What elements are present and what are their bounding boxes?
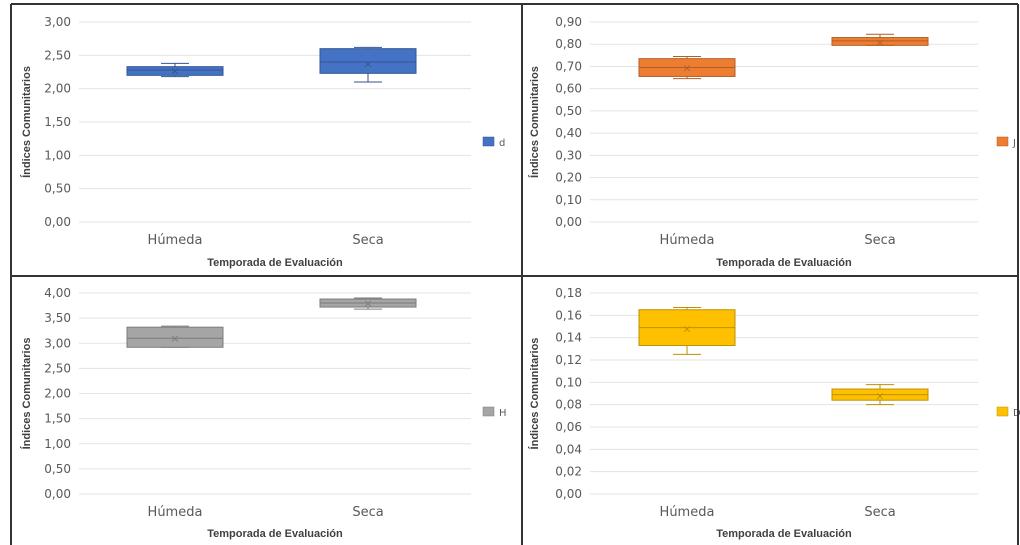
- mean-marker: ×: [170, 332, 179, 345]
- y-tick-label: 0,50: [44, 462, 71, 476]
- x-tick-label: Húmeda: [148, 505, 203, 520]
- chart-H: 0,00 0,50 1,00 1,50 2,00 2,50 3,00 3,50 4,00 × × Hú…: [20, 286, 507, 540]
- y-tick-label: 2,50: [44, 361, 71, 375]
- y-tick-label: 0,02: [555, 465, 582, 479]
- y-tick-label: 0,00: [44, 215, 71, 229]
- y-tick-label: 4,00: [44, 286, 71, 300]
- box-Húmeda: ×: [638, 307, 736, 355]
- box-Seca: ×: [831, 384, 929, 406]
- box-Húmeda: ×: [126, 325, 224, 348]
- y-tick-label: 3,00: [44, 15, 71, 29]
- y-tick-label: 0,04: [555, 442, 582, 456]
- y-tick-label: 1,50: [44, 412, 71, 426]
- chart-D: 0,00 0,02 0,04 0,06 0,08 0,10 0,12 0,14 0,16 0,18…: [528, 286, 1020, 540]
- x-axis-label: Temporada de Evaluación: [716, 257, 852, 269]
- y-tick-label: 0,30: [555, 148, 582, 162]
- mean-marker: ×: [875, 36, 884, 49]
- y-tick-label: 3,00: [44, 336, 71, 350]
- mean-marker: ×: [682, 62, 691, 75]
- legend-label: J: [1012, 138, 1016, 149]
- y-tick-label: 0,12: [555, 353, 582, 367]
- mean-marker: ×: [682, 323, 691, 336]
- y-tick-label: 0,80: [555, 37, 582, 51]
- box-Húmeda: ×: [638, 55, 736, 80]
- box-Seca: ×: [319, 46, 417, 83]
- y-tick-label: 2,50: [44, 48, 71, 62]
- y-tick-label: 0,50: [44, 182, 71, 196]
- x-tick-label: Húmeda: [148, 233, 203, 248]
- x-tick-label: Húmeda: [660, 505, 715, 520]
- y-tick-label: 2,00: [44, 82, 71, 96]
- box-Húmeda: ×: [126, 62, 224, 78]
- y-tick-label: 0,06: [555, 420, 582, 434]
- y-tick-label: 2,00: [44, 387, 71, 401]
- y-tick-label: 0,60: [555, 82, 582, 96]
- x-axis-label: Temporada de Evaluación: [207, 257, 343, 269]
- y-tick-label: 0,10: [555, 375, 582, 389]
- legend-swatch: [482, 406, 495, 417]
- y-tick-label: 0,70: [555, 59, 582, 73]
- legend-swatch: [482, 136, 495, 147]
- x-axis-label: Temporada de Evaluación: [716, 528, 852, 540]
- y-tick-label: 0,08: [555, 398, 582, 412]
- y-axis-label: Índices Comunitarios: [528, 338, 541, 450]
- mean-marker: ×: [363, 57, 372, 70]
- chart-J: 0,00 0,10 0,20 0,30 0,40 0,50 0,60 0,70 0,80 0,90…: [528, 15, 1016, 269]
- y-tick-label: 0,14: [555, 331, 582, 345]
- chart-d: 0,00 0,50 1,00 1,50 2,00 2,50 3,00 × × Húmeda Seca…: [20, 15, 505, 269]
- x-tick-label: Seca: [864, 233, 895, 248]
- x-tick-label: Seca: [352, 233, 383, 248]
- x-tick-label: Seca: [864, 505, 895, 520]
- y-tick-label: 1,50: [44, 115, 71, 129]
- y-tick-label: 1,00: [44, 437, 71, 451]
- y-tick-label: 3,50: [44, 311, 71, 325]
- y-axis-label: Índices Comunitarios: [20, 66, 33, 178]
- box-iqr: [831, 37, 929, 46]
- y-tick-label: 0,00: [555, 487, 582, 501]
- mean-marker: ×: [170, 65, 179, 78]
- mean-marker: ×: [363, 297, 372, 310]
- legend-label: H: [499, 408, 507, 419]
- y-axis-label: Índices Comunitarios: [20, 338, 33, 450]
- y-tick-label: 0,50: [555, 104, 582, 118]
- x-tick-label: Húmeda: [660, 233, 715, 248]
- y-tick-label: 0,00: [555, 215, 582, 229]
- y-tick-label: 0,40: [555, 126, 582, 140]
- legend-label: d: [499, 138, 505, 149]
- y-tick-label: 0,18: [555, 286, 582, 300]
- box-Seca: ×: [831, 33, 929, 49]
- box-iqr: [319, 48, 417, 74]
- box-iqr: [126, 66, 224, 76]
- x-tick-label: Seca: [352, 505, 383, 520]
- y-tick-label: 0,00: [44, 487, 71, 501]
- y-tick-label: 0,16: [555, 308, 582, 322]
- y-axis-label: Índices Comunitarios: [528, 66, 541, 178]
- legend-swatch: [996, 406, 1009, 417]
- legend-label: D: [1013, 408, 1020, 419]
- y-tick-label: 0,20: [555, 171, 582, 185]
- y-tick-label: 0,90: [555, 15, 582, 29]
- box-iqr: [126, 326, 224, 348]
- box-Seca: ×: [319, 297, 417, 310]
- legend-swatch: [996, 136, 1009, 147]
- mean-marker: ×: [875, 390, 884, 403]
- y-tick-label: 1,00: [44, 148, 71, 162]
- y-tick-label: 0,10: [555, 193, 582, 207]
- x-axis-label: Temporada de Evaluación: [207, 528, 343, 540]
